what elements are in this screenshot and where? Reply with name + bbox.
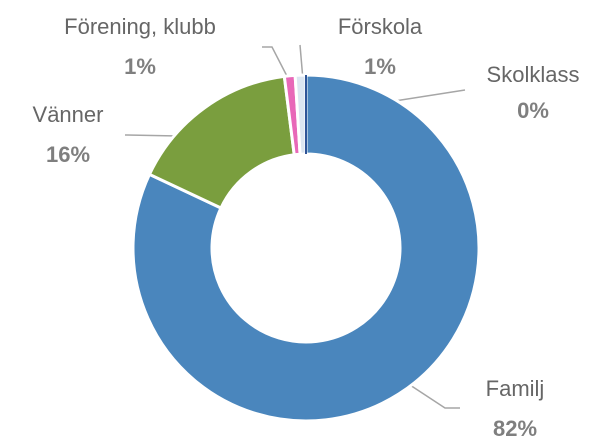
slice-value-label: 1% <box>124 54 156 79</box>
slice-label: Skolklass <box>487 62 580 87</box>
slice-value-label: 0% <box>517 98 549 123</box>
slice-value-label: 1% <box>364 54 396 79</box>
slice-label: Familj <box>486 376 545 401</box>
slice-value-label: 82% <box>493 416 537 441</box>
slice-label: Förskola <box>338 14 423 39</box>
slice-label: Förening, klubb <box>64 14 216 39</box>
donut-slice <box>131 73 481 423</box>
slice-value-label: 16% <box>46 142 90 167</box>
leader-line <box>262 46 291 83</box>
slice-label: Vänner <box>33 102 104 127</box>
